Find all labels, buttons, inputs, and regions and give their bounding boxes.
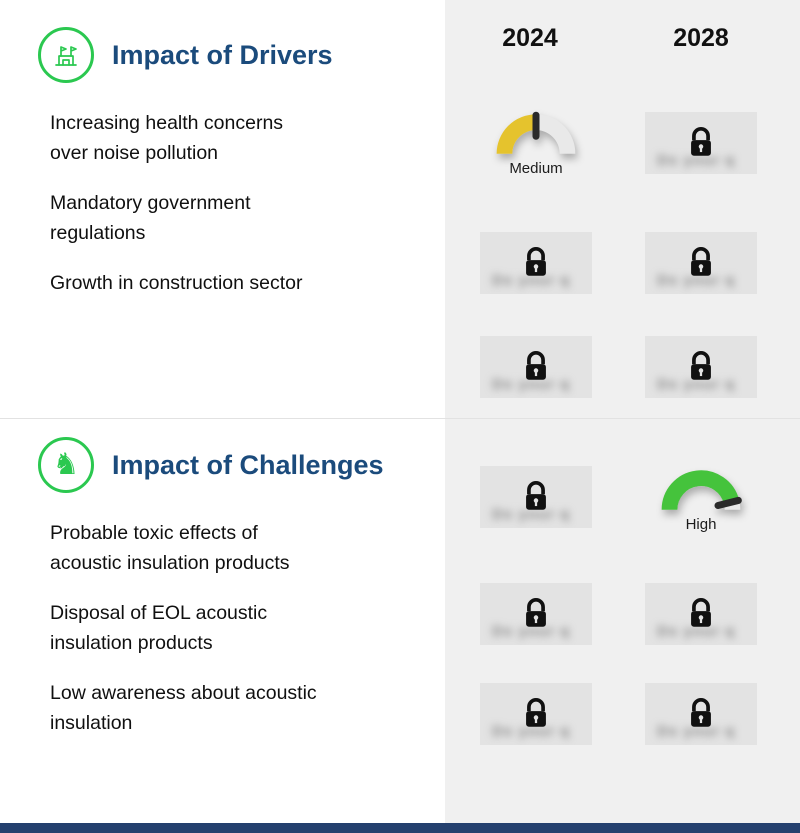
obscured-text: Ds your q <box>657 723 736 740</box>
locked-cell-challenges2-2028: Ds your q <box>645 583 757 645</box>
lock-icon <box>526 698 546 727</box>
locked-cell-drivers2-2028: Ds your q <box>645 232 757 294</box>
locked-content[interactable]: Ds your q <box>645 683 757 745</box>
locked-content[interactable]: Ds your q <box>645 112 757 174</box>
locked-content[interactable]: Ds your q <box>480 336 592 398</box>
challenge-label-3: Low awareness about acoustic insulation <box>50 682 317 734</box>
challenge-label-2: Disposal of EOL acoustic insulation prod… <box>50 602 268 654</box>
obscured-text: Ds your q <box>657 272 736 289</box>
section-divider <box>0 418 800 419</box>
lock-icon <box>526 598 546 627</box>
obscured-text: Ds your q <box>657 152 736 169</box>
bottom-accent-bar <box>0 823 800 833</box>
locked-cell-drivers3-2028: Ds your q <box>645 336 757 398</box>
obscured-text: Ds your q <box>492 723 571 740</box>
gauge-level-label: Medium <box>509 160 563 177</box>
locked-cell-drivers2-2024: Ds your q <box>480 232 592 294</box>
driver-label-1: Increasing health concerns over noise po… <box>50 112 284 164</box>
obscured-text: Ds your q <box>657 623 736 640</box>
lock-icon <box>526 351 546 380</box>
drivers-section-title: Impact of Drivers <box>112 40 333 70</box>
challenges-section-title: Impact of Challenges <box>112 450 384 480</box>
gauge-level-label: High <box>685 516 717 533</box>
driver-label-2: Mandatory government regulations <box>50 192 251 244</box>
locked-cell-challenges3-2028: Ds your q <box>645 683 757 745</box>
locked-content[interactable]: Ds your q <box>480 583 592 645</box>
lock-icon <box>691 598 711 627</box>
locked-cell-challenges1-2024: Ds your q <box>480 466 592 528</box>
driver-label-3: Growth in construction sector <box>50 272 303 294</box>
lock-icon <box>691 247 711 276</box>
industry-icon <box>38 27 94 83</box>
obscured-text: Ds your q <box>492 506 571 523</box>
lock-icon <box>526 481 546 510</box>
gauge-cell-drivers1-2024: Medium <box>480 110 592 177</box>
chess-knight-icon: ♞ <box>38 437 94 493</box>
locked-cell-drivers3-2024: Ds your q <box>480 336 592 398</box>
locked-content[interactable]: Ds your q <box>645 336 757 398</box>
column-header-2028: 2028 <box>673 24 729 52</box>
gauge-cell-challenges1-2028: High <box>645 466 757 533</box>
locked-content[interactable]: Ds your q <box>480 466 592 528</box>
column-header-2024: 2024 <box>502 24 558 52</box>
lock-icon <box>526 247 546 276</box>
locked-cell-challenges3-2024: Ds your q <box>480 683 592 745</box>
challenge-label-1: Probable toxic effects of acoustic insul… <box>50 522 290 574</box>
locked-content[interactable]: Ds your q <box>645 583 757 645</box>
locked-content[interactable]: Ds your q <box>645 232 757 294</box>
obscured-text: Ds your q <box>657 376 736 393</box>
obscured-text: Ds your q <box>492 376 571 393</box>
obscured-text: Ds your q <box>492 623 571 640</box>
locked-content[interactable]: Ds your q <box>480 232 592 294</box>
lock-icon <box>691 351 711 380</box>
gauge-high-icon <box>661 470 742 511</box>
industry-icon-svg <box>55 46 77 66</box>
locked-content[interactable]: Ds your q <box>480 683 592 745</box>
gauge-medium-icon <box>496 111 576 155</box>
obscured-text: Ds your q <box>492 272 571 289</box>
lock-icon <box>691 127 711 156</box>
locked-cell-drivers1-2028: Ds your q <box>645 112 757 174</box>
locked-cell-challenges2-2024: Ds your q <box>480 583 592 645</box>
lock-icon <box>691 698 711 727</box>
